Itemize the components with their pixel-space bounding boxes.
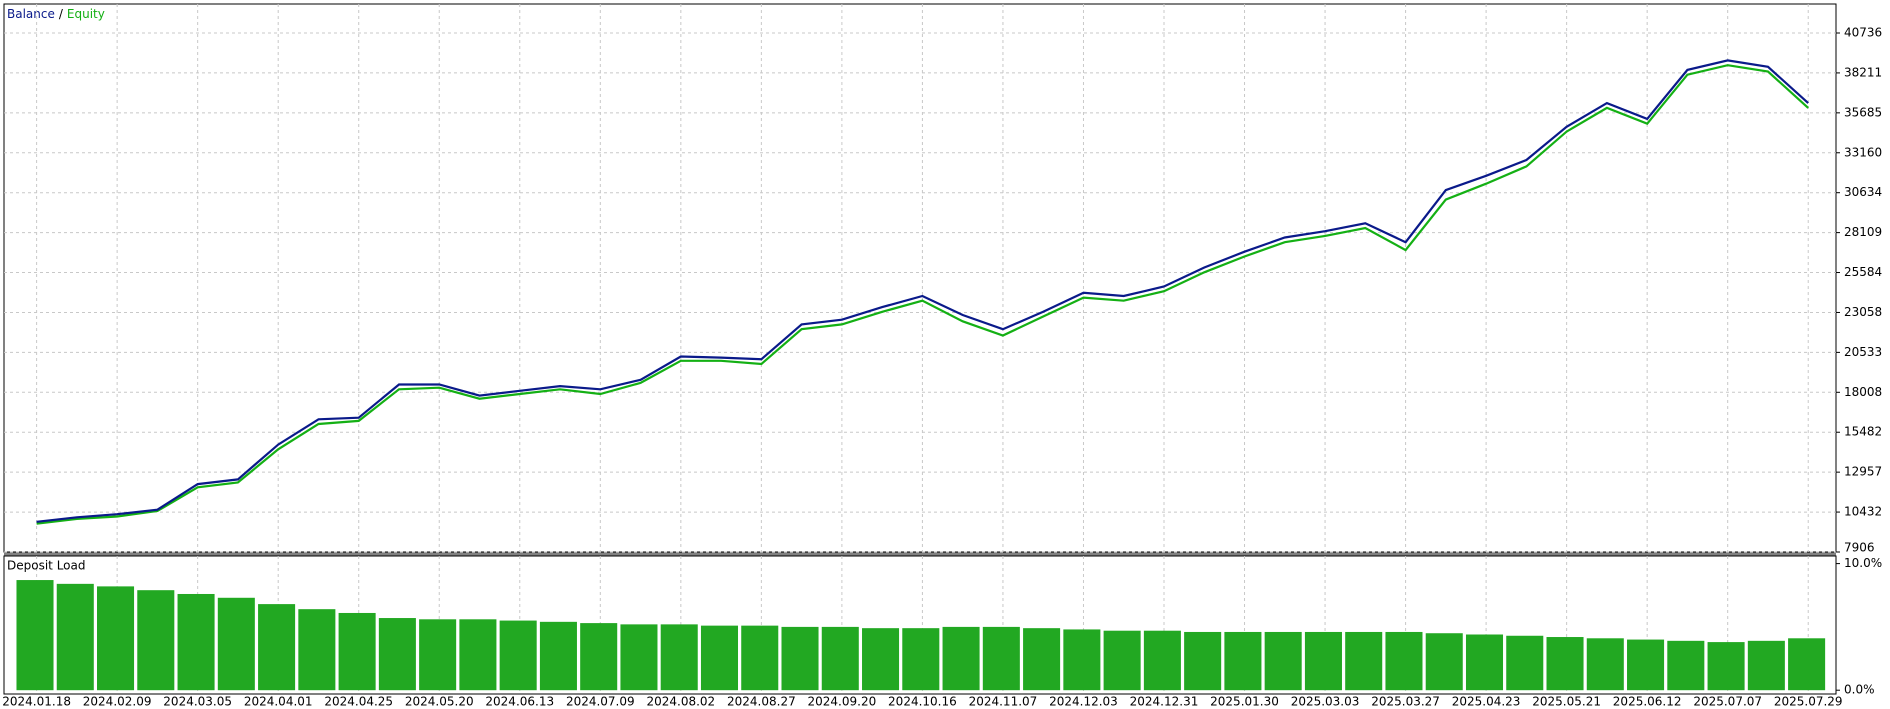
load-bar <box>1465 634 1504 691</box>
y-tick-label: 12957 <box>1844 465 1882 479</box>
load-bar <box>660 624 698 691</box>
load-bar <box>419 619 457 691</box>
legend: Balance / Equity <box>7 7 105 21</box>
load-bar <box>1304 631 1342 691</box>
x-tick-label: 2025.03.27 <box>1371 695 1440 709</box>
x-tick-label: 2024.10.16 <box>888 695 957 709</box>
load-bar <box>1506 635 1544 691</box>
y-tick-label: 28109 <box>1844 225 1882 239</box>
load-bar <box>539 621 577 691</box>
y-tick-label: 15482 <box>1844 425 1882 439</box>
y-tick-label: 7906 <box>1844 541 1875 555</box>
x-tick-label: 2024.05.20 <box>405 695 474 709</box>
x-tick-label: 2024.02.09 <box>83 695 152 709</box>
series-line <box>36 64 1809 525</box>
x-tick-label: 2024.12.03 <box>1049 695 1118 709</box>
x-tick-label: 2024.06.13 <box>485 695 554 709</box>
load-bar <box>16 580 54 691</box>
load-bar <box>338 612 376 691</box>
load-bar <box>217 597 255 691</box>
load-bar <box>862 628 900 691</box>
x-tick-label: 2024.12.31 <box>1130 695 1199 709</box>
y-tick-label: 18008 <box>1844 385 1882 399</box>
load-bar <box>1143 630 1181 691</box>
legend-separator: / <box>59 7 64 21</box>
y-tick-label: 23058 <box>1844 305 1882 319</box>
x-tick-label: 2025.01.30 <box>1210 695 1279 709</box>
main-panel <box>3 3 1837 553</box>
y-tick-label: 10.0% <box>1844 556 1882 570</box>
load-bar <box>177 593 215 691</box>
load-bar <box>1667 640 1705 691</box>
x-tick-label: 2024.08.02 <box>646 695 715 709</box>
y-tick-label: 25584 <box>1844 265 1882 279</box>
load-bar <box>97 586 135 691</box>
load-bar <box>942 626 980 691</box>
load-bar <box>821 626 859 691</box>
load-bar <box>580 623 618 691</box>
load-bar <box>1788 638 1826 691</box>
load-bar <box>1224 631 1262 691</box>
x-tick-label: 2024.04.25 <box>324 695 393 709</box>
x-tick-label: 2024.11.07 <box>969 695 1038 709</box>
load-bar <box>1103 630 1141 691</box>
x-tick-label: 2024.08.27 <box>727 695 796 709</box>
load-bar <box>1345 631 1383 691</box>
y-tick-label: 40736 <box>1844 25 1882 39</box>
load-bar <box>1184 631 1222 691</box>
load-bar <box>781 626 819 691</box>
load-bar <box>1023 628 1061 691</box>
x-tick-label: 2025.07.29 <box>1774 695 1843 709</box>
legend-entry: Equity <box>67 7 105 21</box>
load-bar <box>378 618 416 691</box>
load-bar <box>741 625 779 691</box>
x-tick-label: 2025.07.07 <box>1693 695 1762 709</box>
legend-entry: Balance <box>7 7 55 21</box>
load-bar <box>1264 631 1302 691</box>
load-bar <box>499 620 537 691</box>
load-bar <box>902 628 940 691</box>
load-bar <box>700 625 739 691</box>
y-tick-label: 35685 <box>1844 105 1882 119</box>
load-bar <box>137 590 175 691</box>
load-bar <box>1707 642 1745 691</box>
load-bar <box>1586 638 1624 691</box>
y-tick-label: 20533 <box>1844 345 1882 359</box>
series-line <box>36 59 1809 523</box>
load-bar <box>620 624 658 691</box>
x-tick-label: 2025.03.03 <box>1291 695 1360 709</box>
load-bar <box>56 583 94 691</box>
x-tick-label: 2024.03.05 <box>163 695 232 709</box>
x-tick-label: 2025.06.12 <box>1613 695 1682 709</box>
load-bar <box>1425 633 1463 691</box>
load-bar <box>1385 631 1423 691</box>
load-bar <box>1627 639 1665 691</box>
x-tick-label: 2024.04.01 <box>244 695 313 709</box>
y-tick-label: 38211 <box>1844 65 1882 79</box>
y-tick-label: 10432 <box>1844 505 1882 519</box>
y-tick-label: 0.0% <box>1844 683 1875 697</box>
load-bar <box>1063 629 1101 691</box>
y-tick-label: 33160 <box>1844 145 1882 159</box>
load-bar <box>459 619 497 691</box>
load-bar <box>258 604 296 691</box>
x-tick-label: 2024.09.20 <box>808 695 877 709</box>
x-tick-label: 2025.04.23 <box>1452 695 1521 709</box>
load-bar <box>298 609 336 691</box>
load-bar <box>1747 640 1785 691</box>
load-bar <box>1546 637 1584 691</box>
y-tick-label: 30634 <box>1844 185 1882 199</box>
x-tick-label: 2024.01.18 <box>2 695 71 709</box>
x-tick-label: 2024.07.09 <box>566 695 635 709</box>
load-bar <box>982 626 1020 691</box>
panel-title: Deposit Load <box>7 559 85 573</box>
x-tick-label: 2025.05.21 <box>1532 695 1601 709</box>
